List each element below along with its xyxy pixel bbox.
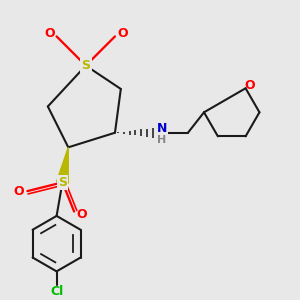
Text: O: O xyxy=(245,79,255,92)
Polygon shape xyxy=(57,147,68,183)
Text: N: N xyxy=(157,122,167,135)
Text: O: O xyxy=(44,27,55,40)
Text: O: O xyxy=(117,27,128,40)
Text: Cl: Cl xyxy=(50,285,63,298)
Text: O: O xyxy=(13,184,24,198)
Text: S: S xyxy=(58,176,67,189)
Text: O: O xyxy=(76,208,87,221)
Text: S: S xyxy=(81,59,90,72)
Text: H: H xyxy=(157,135,166,145)
